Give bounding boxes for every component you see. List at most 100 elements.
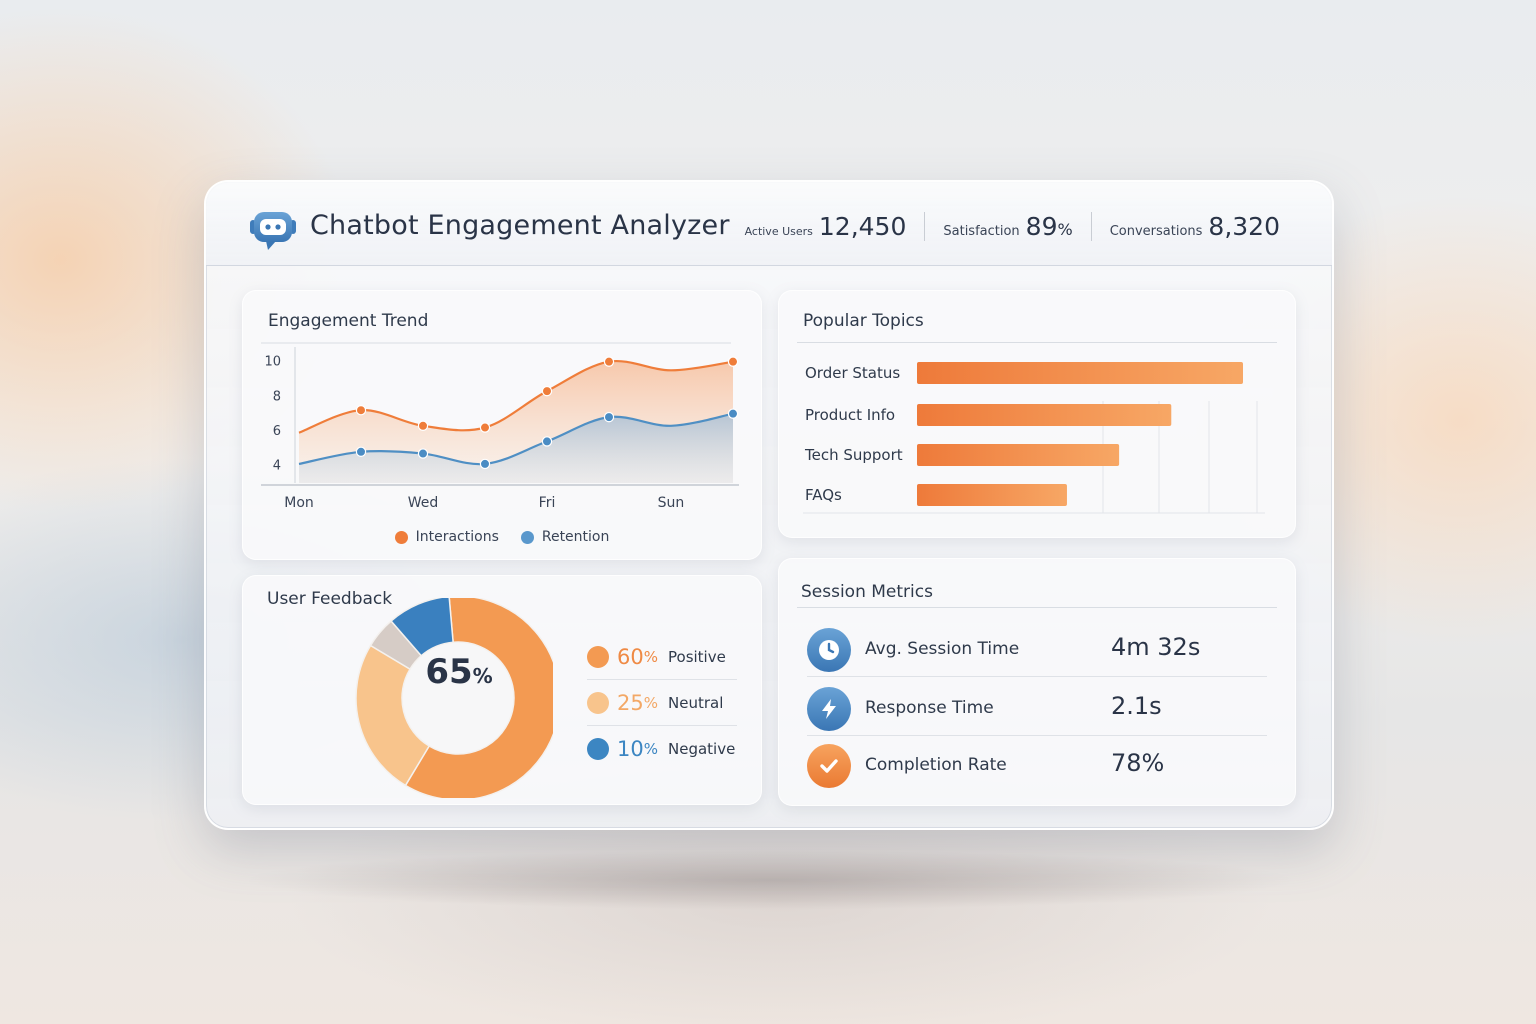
feedback-value: 25: [617, 690, 644, 715]
x-tick-label: Wed: [408, 495, 439, 511]
feedback-label: Positive: [668, 647, 726, 666]
stat-conversations: Conversations 8,320: [1090, 212, 1298, 241]
y-tick-label: 8: [273, 389, 281, 404]
y-tick-label: 10: [264, 355, 281, 370]
engagement-trend-card: 4 6 8 10 Mon Wed Fri Sun Engagement Trend Inter…: [242, 290, 762, 560]
feedback-swatch: [587, 738, 609, 760]
card-title: Popular Topics: [803, 311, 924, 331]
legend-item-retention[interactable]: Retention: [520, 529, 610, 545]
feedback-label: Neutral: [668, 693, 724, 712]
donut-slice: [390, 598, 454, 657]
metric-value: 2.1s: [1111, 692, 1162, 720]
donut-hole: [403, 643, 513, 753]
topic-label: Tech Support: [804, 446, 903, 464]
metric-value: 4m 32s: [1111, 633, 1201, 661]
user-feedback-card: User Feedback 65 % 60 % Positive 25 % Ne…: [242, 575, 762, 805]
x-tick-label: Fri: [539, 495, 556, 511]
metric-row-response-time: Response Time 2.1s: [807, 680, 1267, 736]
metric-label: Avg. Session Time: [865, 639, 1020, 659]
stat-unit: %: [1057, 220, 1073, 239]
y-tick-label: 4: [273, 459, 281, 474]
metric-row-completion-rate: Completion Rate 78%: [807, 737, 1267, 793]
stat-active-users: Active Users 12,450: [727, 212, 925, 241]
x-tick-label: Mon: [284, 495, 314, 511]
popular-topics-chart: Order Status Product Info Tech Support FAQs: [803, 362, 1265, 514]
metric-label: Completion Rate: [865, 755, 1007, 775]
lightning-icon: [807, 687, 851, 731]
stat-label: Conversations: [1109, 224, 1203, 239]
topic-bar: [917, 484, 1067, 506]
legend-item-interactions[interactable]: Interactions: [394, 529, 499, 545]
app-title: Chatbot Engagement Analyzer: [310, 210, 730, 241]
session-metrics-card: Session Metrics Avg. Session Time 4m 32s…: [778, 558, 1296, 806]
feedback-item-positive: 60 % Positive: [587, 634, 737, 680]
floor-shadow: [240, 850, 1300, 910]
feedback-value: 60: [617, 644, 644, 669]
y-tick-label: 6: [273, 424, 281, 439]
feedback-unit: %: [643, 693, 658, 712]
topic-bar: [917, 362, 1243, 384]
divider: [797, 607, 1277, 608]
donut-center-value: 65 %: [401, 652, 517, 742]
data-point: [727, 408, 739, 419]
checkmark-icon: [807, 744, 851, 788]
engagement-trend-chart: 4 6 8 10 Mon Wed Fri Sun: [261, 342, 739, 511]
feedback-unit: %: [643, 647, 658, 666]
donut-slice: [404, 598, 553, 798]
topic-label: Order Status: [805, 364, 900, 382]
chatbot-icon: [250, 212, 296, 250]
clock-icon: [807, 628, 851, 672]
stat-label: Active Users: [744, 225, 813, 238]
series-line: [298, 412, 734, 466]
feedback-item-neutral: 25 % Neutral: [587, 680, 737, 726]
center-unit: %: [472, 664, 493, 688]
dashboard-panel: Chatbot Engagement Analyzer Active Users…: [204, 180, 1334, 830]
stat-value: 89: [1025, 212, 1058, 241]
feedback-unit: %: [643, 740, 658, 758]
metric-label: Response Time: [865, 698, 994, 718]
chart-legend: Interactions Retention: [243, 529, 761, 545]
card-title: Engagement Trend: [268, 311, 429, 331]
feedback-donut-chart: [355, 598, 553, 798]
data-point: [541, 436, 553, 447]
topic-label: Product Info: [805, 406, 895, 424]
donut-slice: [355, 644, 431, 787]
popular-topics-card: Order Status Product Info Tech Support FAQs…: [778, 290, 1296, 538]
card-title: User Feedback: [267, 589, 393, 609]
x-tick-label: Sun: [658, 495, 685, 511]
legend-swatch: [520, 530, 534, 544]
feedback-swatch: [587, 691, 609, 714]
center-value: 65: [425, 652, 473, 692]
series-area: [299, 413, 733, 483]
data-point: [479, 458, 491, 470]
legend-label: Interactions: [415, 529, 499, 545]
feedback-label: Negative: [668, 740, 736, 758]
feedback-item-negative: 10 % Negative: [587, 726, 737, 772]
legend-label: Retention: [541, 529, 610, 545]
data-point: [727, 356, 739, 367]
feedback-swatch: [587, 645, 609, 668]
metric-row-session-time: Avg. Session Time 4m 32s: [807, 621, 1267, 677]
feedback-legend: 60 % Positive 25 % Neutral 10 % Negative: [587, 634, 737, 772]
header-stats: Active Users 12,450 Satisfaction 89 % Co…: [727, 212, 1298, 241]
stat-label: Satisfaction: [943, 224, 1020, 239]
data-point: [603, 411, 615, 423]
legend-swatch: [394, 530, 408, 544]
header: Chatbot Engagement Analyzer Active Users…: [206, 182, 1332, 266]
data-point: [479, 422, 491, 433]
topic-bar: [917, 404, 1172, 426]
data-point: [541, 385, 553, 397]
data-point: [603, 356, 615, 367]
topic-bar: [917, 444, 1120, 466]
stat-value: 8,320: [1208, 212, 1280, 241]
data-point: [355, 404, 367, 416]
divider: [797, 342, 1277, 343]
metric-value: 78%: [1111, 749, 1165, 777]
stat-satisfaction: Satisfaction 89 %: [924, 212, 1090, 241]
data-point: [417, 448, 429, 459]
topic-label: FAQs: [805, 486, 842, 504]
card-title: Session Metrics: [801, 582, 933, 602]
data-point: [417, 420, 429, 431]
stat-value: 12,450: [818, 212, 907, 241]
data-point: [355, 446, 367, 457]
